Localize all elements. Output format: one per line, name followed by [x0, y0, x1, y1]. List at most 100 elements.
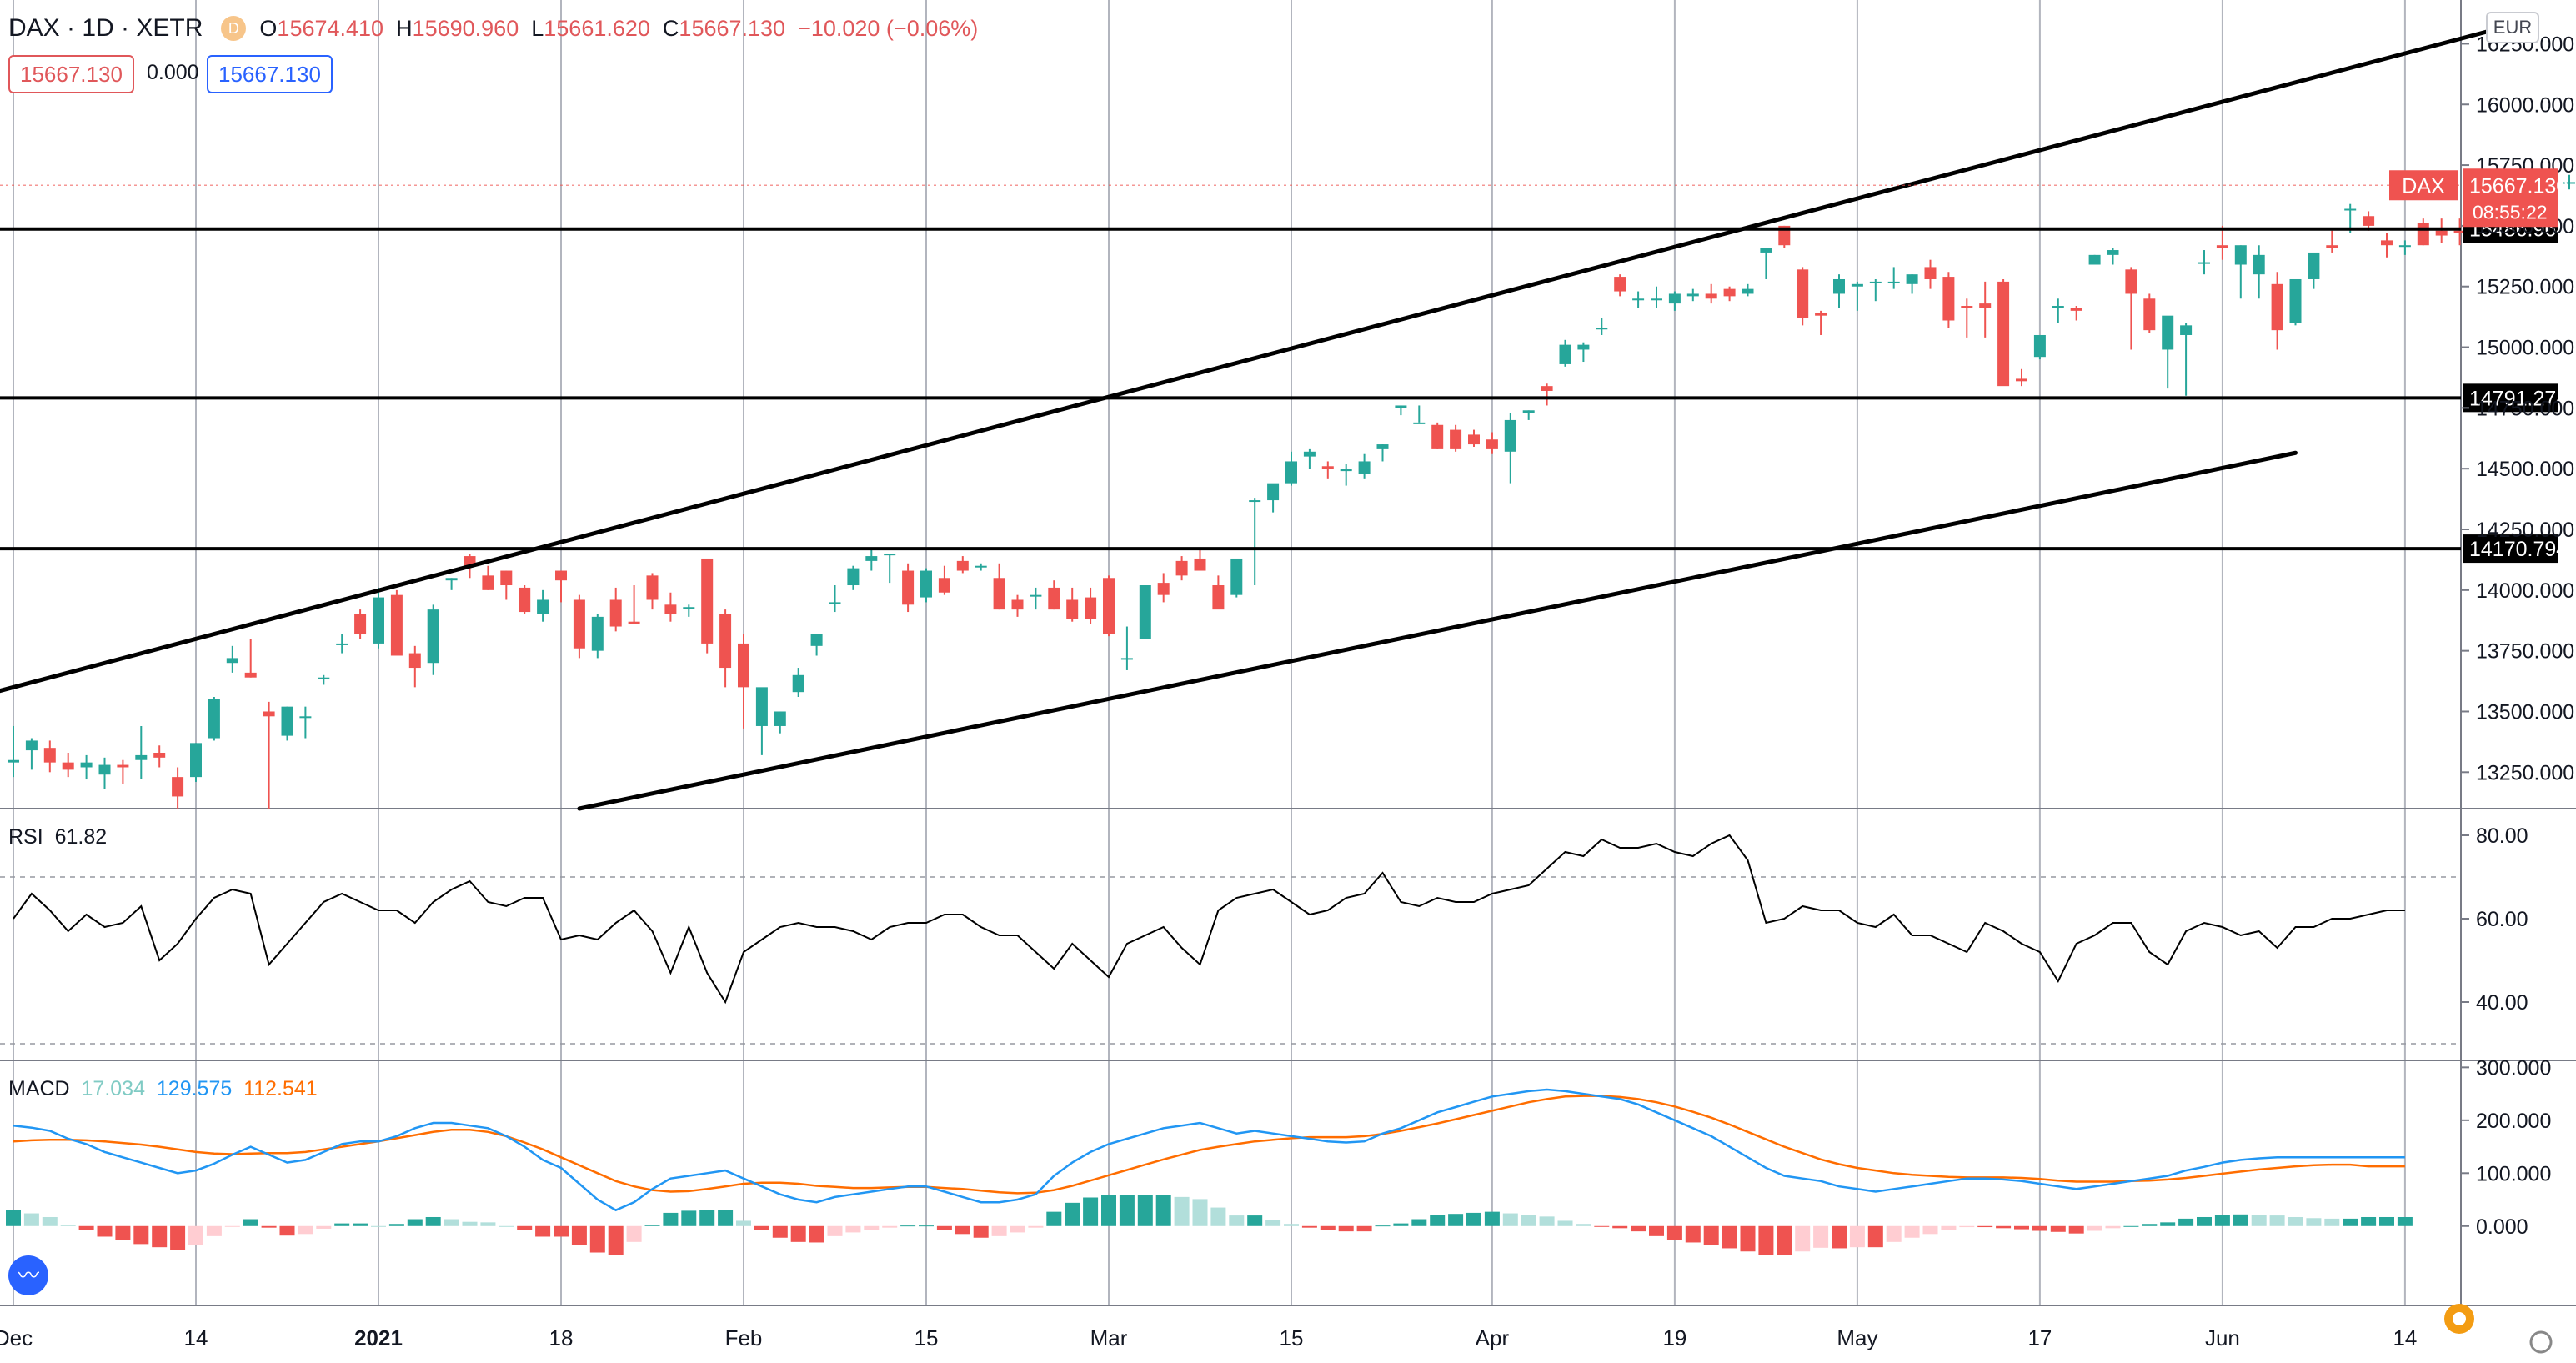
candle[interactable] — [1596, 318, 1608, 335]
candle-body[interactable] — [719, 614, 732, 669]
candle[interactable] — [2435, 218, 2448, 243]
candle-body[interactable] — [318, 677, 330, 679]
macd-histogram-bar[interactable] — [425, 1216, 441, 1226]
macd-histogram-bar[interactable] — [919, 1225, 934, 1227]
candle-body[interactable] — [1651, 298, 1662, 301]
candle-body[interactable] — [902, 570, 915, 605]
candle-body[interactable] — [1249, 500, 1261, 503]
candle-body[interactable] — [1906, 274, 1918, 284]
candle-body[interactable] — [2052, 306, 2064, 308]
candle[interactable] — [519, 585, 531, 614]
macd-histogram-bar[interactable] — [170, 1225, 186, 1250]
candle-body[interactable] — [1120, 658, 1133, 660]
macd-histogram-bar[interactable] — [608, 1225, 624, 1255]
macd-histogram-bar[interactable] — [42, 1216, 58, 1226]
candle[interactable] — [956, 556, 969, 574]
macd-histogram-bar[interactable] — [955, 1225, 970, 1235]
macd-histogram-bar[interactable] — [644, 1225, 660, 1226]
macd-histogram-bar[interactable] — [809, 1225, 824, 1243]
macd-histogram-bar[interactable] — [1941, 1225, 1957, 1230]
candle[interactable] — [1887, 267, 1900, 289]
macd-histogram-bar[interactable] — [2160, 1222, 2176, 1226]
macd-histogram-bar[interactable] — [1631, 1225, 1646, 1232]
candle[interactable] — [902, 563, 915, 613]
candle-body[interactable] — [1778, 225, 1791, 246]
candle[interactable] — [755, 687, 768, 755]
candle[interactable] — [153, 745, 166, 768]
rsi-legend[interactable]: RSI 61.82 — [8, 825, 108, 849]
macd-histogram-bar[interactable] — [407, 1219, 423, 1226]
candle-body[interactable] — [244, 672, 257, 678]
macd-histogram-bar[interactable] — [1484, 1211, 1500, 1226]
candle[interactable] — [482, 565, 494, 590]
candle[interactable] — [135, 725, 148, 780]
candle[interactable] — [62, 753, 74, 778]
macd-histogram-bar[interactable] — [1065, 1202, 1080, 1226]
macd-histogram-bar[interactable] — [2361, 1216, 2377, 1226]
candle[interactable] — [1961, 298, 1973, 338]
candle-body[interactable] — [390, 594, 403, 656]
macd-histogram-bar[interactable] — [1284, 1224, 1299, 1226]
macd-histogram-bar[interactable] — [1448, 1214, 1464, 1226]
macd-histogram-bar[interactable] — [188, 1225, 203, 1245]
candle-body[interactable] — [1559, 344, 1571, 364]
macd-histogram-bar[interactable] — [2343, 1218, 2358, 1226]
macd-histogram-bar[interactable] — [845, 1225, 861, 1233]
candle[interactable] — [2234, 245, 2247, 299]
macd-histogram-bar[interactable] — [2014, 1225, 2029, 1230]
candle[interactable] — [1833, 274, 1845, 308]
candle[interactable] — [1249, 498, 1261, 586]
candle[interactable] — [117, 759, 129, 784]
candle[interactable] — [1120, 626, 1133, 670]
macd-histogram-bar[interactable] — [1795, 1225, 1811, 1252]
macd-histogram-bar[interactable] — [699, 1210, 715, 1226]
macd-histogram-bar[interactable] — [535, 1225, 551, 1237]
macd-histogram-bar[interactable] — [554, 1225, 569, 1237]
candle[interactable] — [226, 645, 238, 673]
candle[interactable] — [1924, 259, 1937, 289]
candle-body[interactable] — [1942, 277, 1955, 321]
candle[interactable] — [1285, 451, 1297, 486]
rsi-line[interactable] — [13, 834, 2405, 1005]
candle-body[interactable] — [1230, 558, 1243, 595]
candle[interactable] — [263, 701, 275, 809]
macd-histogram-bar[interactable] — [1155, 1195, 1171, 1226]
candle-body[interactable] — [226, 658, 238, 664]
candle-body[interactable] — [537, 599, 549, 614]
candle[interactable] — [792, 668, 804, 698]
candle-body[interactable] — [408, 653, 421, 669]
candle-body[interactable] — [2435, 230, 2448, 236]
candle[interactable] — [208, 697, 220, 741]
candle-body[interactable] — [993, 578, 1005, 610]
candle[interactable] — [390, 589, 403, 656]
candle-body[interactable] — [664, 604, 677, 614]
candle-body[interactable] — [2180, 325, 2193, 335]
macd-histogram-bar[interactable] — [1247, 1215, 1263, 1226]
candle-body[interactable] — [956, 560, 969, 571]
candle[interactable] — [1686, 288, 1699, 302]
candle[interactable] — [2289, 278, 2302, 326]
buy-price-button[interactable]: 15667.130 — [207, 55, 333, 93]
candle-body[interactable] — [738, 643, 749, 688]
candle[interactable] — [1413, 405, 1426, 424]
macd-histogram-bar[interactable] — [23, 1213, 39, 1226]
macd-histogram-bar[interactable] — [1046, 1211, 1062, 1226]
candle[interactable] — [664, 592, 677, 622]
candle-body[interactable] — [25, 740, 38, 751]
macd-histogram-bar[interactable] — [1265, 1220, 1281, 1226]
symbol-legend[interactable]: DAX · 1D · XETR D O15674.410 H15690.960 … — [8, 14, 979, 42]
candle[interactable] — [2016, 368, 2027, 387]
candle[interactable] — [975, 563, 987, 571]
candle[interactable] — [1614, 274, 1626, 297]
candle-body[interactable] — [1614, 277, 1626, 292]
candle-body[interactable] — [1175, 560, 1188, 576]
candle-body[interactable] — [2326, 245, 2338, 248]
candle-body[interactable] — [1194, 558, 1206, 571]
macd-histogram-bar[interactable] — [1192, 1199, 1208, 1226]
candle[interactable] — [938, 565, 950, 595]
candle[interactable] — [2143, 293, 2156, 333]
candle-body[interactable] — [1742, 288, 1754, 294]
macd-histogram-bar[interactable] — [316, 1225, 332, 1229]
macd-histogram-bar[interactable] — [736, 1220, 751, 1226]
candle-body[interactable] — [1504, 419, 1516, 452]
